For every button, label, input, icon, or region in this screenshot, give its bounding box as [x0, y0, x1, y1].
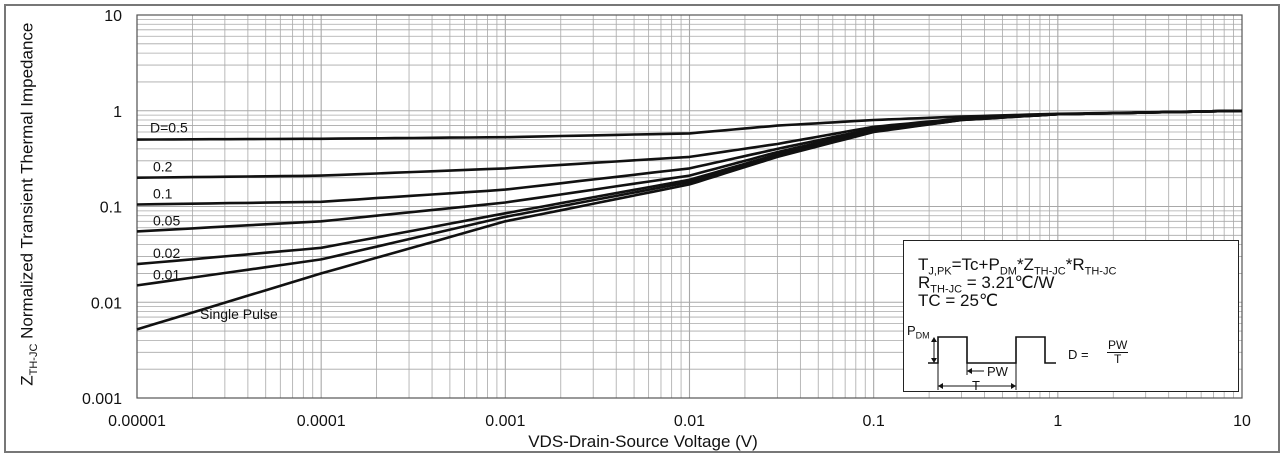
x-tick-label: 0.1 — [863, 413, 885, 430]
duty-cycle-equation: D = — [1068, 347, 1089, 362]
y-tick-label: 1 — [113, 104, 122, 121]
pdm-arrow-head-top — [931, 337, 937, 342]
series-label: 0.02 — [153, 245, 180, 261]
pw-arrow-head — [967, 368, 972, 374]
series-label: Single Pulse — [200, 306, 278, 322]
y-axis-label: ZTH-JC Normalized Transient Thermal Impe… — [17, 22, 41, 386]
x-tick-label: 10 — [1233, 413, 1251, 430]
pdm-label: PDM — [907, 323, 930, 341]
series-label: D=0.5 — [150, 120, 188, 136]
formula-line-3: TC = 25℃ — [918, 291, 999, 310]
plot-border — [136, 14, 1243, 399]
x-tick-label: 1 — [1053, 413, 1062, 430]
series-label: 0.2 — [153, 159, 173, 175]
y-tick-label: 0.01 — [91, 295, 122, 312]
t-arrow-head-right — [1011, 383, 1016, 389]
x-tick-label: 0.0001 — [297, 413, 346, 430]
x-tick-label: 0.001 — [485, 413, 525, 430]
series-label: 0.05 — [153, 212, 180, 228]
t-arrow-head-left — [938, 383, 943, 389]
y-tick-label: 10 — [104, 8, 122, 25]
duty-cycle-fraction: PW T — [1107, 338, 1129, 366]
pulse-waveform — [928, 336, 1056, 364]
thermal-formula-box: TJ,PK=Tc+PDM*ZTH-JC*RTH-JC RTH-JC = 3.21… — [903, 240, 1239, 393]
y-axis-label-container: ZTH-JC Normalized Transient Thermal Impe… — [8, 4, 50, 404]
x-tick-label: 0.01 — [674, 413, 705, 430]
duty-cycle-denominator: T — [1114, 352, 1122, 366]
x-tick-label: 0.00001 — [108, 413, 166, 430]
pw-label: PW — [987, 364, 1008, 379]
pdm-arrow-head-bottom — [931, 358, 937, 363]
series-label: 0.01 — [153, 266, 180, 282]
y-tick-label: 0.001 — [82, 391, 122, 408]
chart-frame — [4, 4, 1280, 453]
series-label: 0.1 — [153, 185, 173, 201]
y-tick-label: 0.1 — [100, 200, 122, 217]
series-line — [136, 109, 1243, 331]
t-label: T — [972, 378, 980, 393]
duty-cycle-numerator: PW — [1107, 338, 1129, 353]
x-axis-label: VDS-Drain-Source Voltage (V) — [528, 432, 758, 451]
formula-line-2: RTH-JC = 3.21℃/W — [918, 273, 1055, 296]
pulse-waveform-diagram — [928, 336, 1056, 390]
formula-line-1: TJ,PK=Tc+PDM*ZTH-JC*RTH-JC — [918, 255, 1117, 278]
